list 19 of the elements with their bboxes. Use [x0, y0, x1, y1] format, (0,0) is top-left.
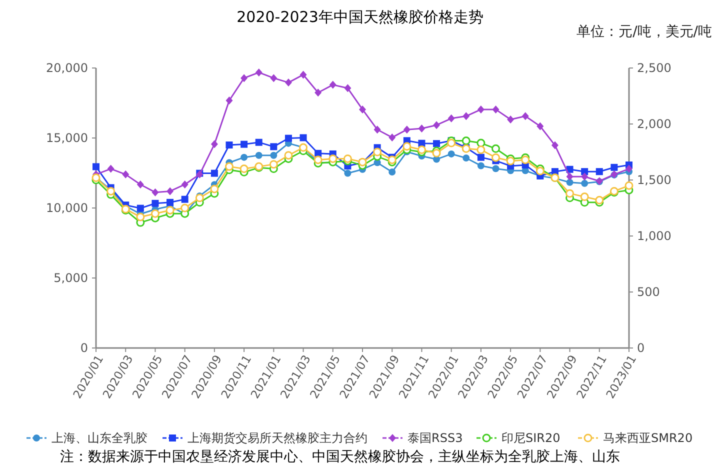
y-tick-label: 5,000: [54, 271, 88, 286]
legend-label: 印尼SIR20: [502, 431, 560, 446]
y-tick-label: 10,000: [46, 201, 88, 216]
y2-tick-label: 0: [637, 341, 645, 356]
y-tick-label: 20,000: [46, 61, 88, 76]
y2-tick-label: 500: [637, 285, 660, 300]
y2-tick-label: 2,000: [637, 117, 672, 132]
y2-tick-label: 1,500: [637, 173, 672, 188]
y-tick-label: 0: [80, 341, 88, 356]
chart-subtitle: 单位：元/吨，美元/吨: [576, 24, 712, 40]
text: 注：数据来源于中国农垦经济发展中心、中国天然橡胶协会，主纵坐标为全乳胶上海、山东: [60, 449, 620, 465]
legend-label: 马来西亚SMR20: [603, 431, 693, 446]
legend-label: 上海期货交易所天然橡胶主力合约: [188, 431, 368, 446]
chart-title: 2020-2023年中国天然橡胶价格走势: [236, 8, 484, 26]
y2-tick-label: 2,500: [637, 61, 672, 76]
y2-tick-label: 1,000: [637, 229, 672, 244]
y-tick-label: 15,000: [46, 131, 88, 146]
legend-label: 泰国RSS3: [408, 431, 463, 446]
legend-label: 上海、山东全乳胶: [52, 431, 148, 446]
